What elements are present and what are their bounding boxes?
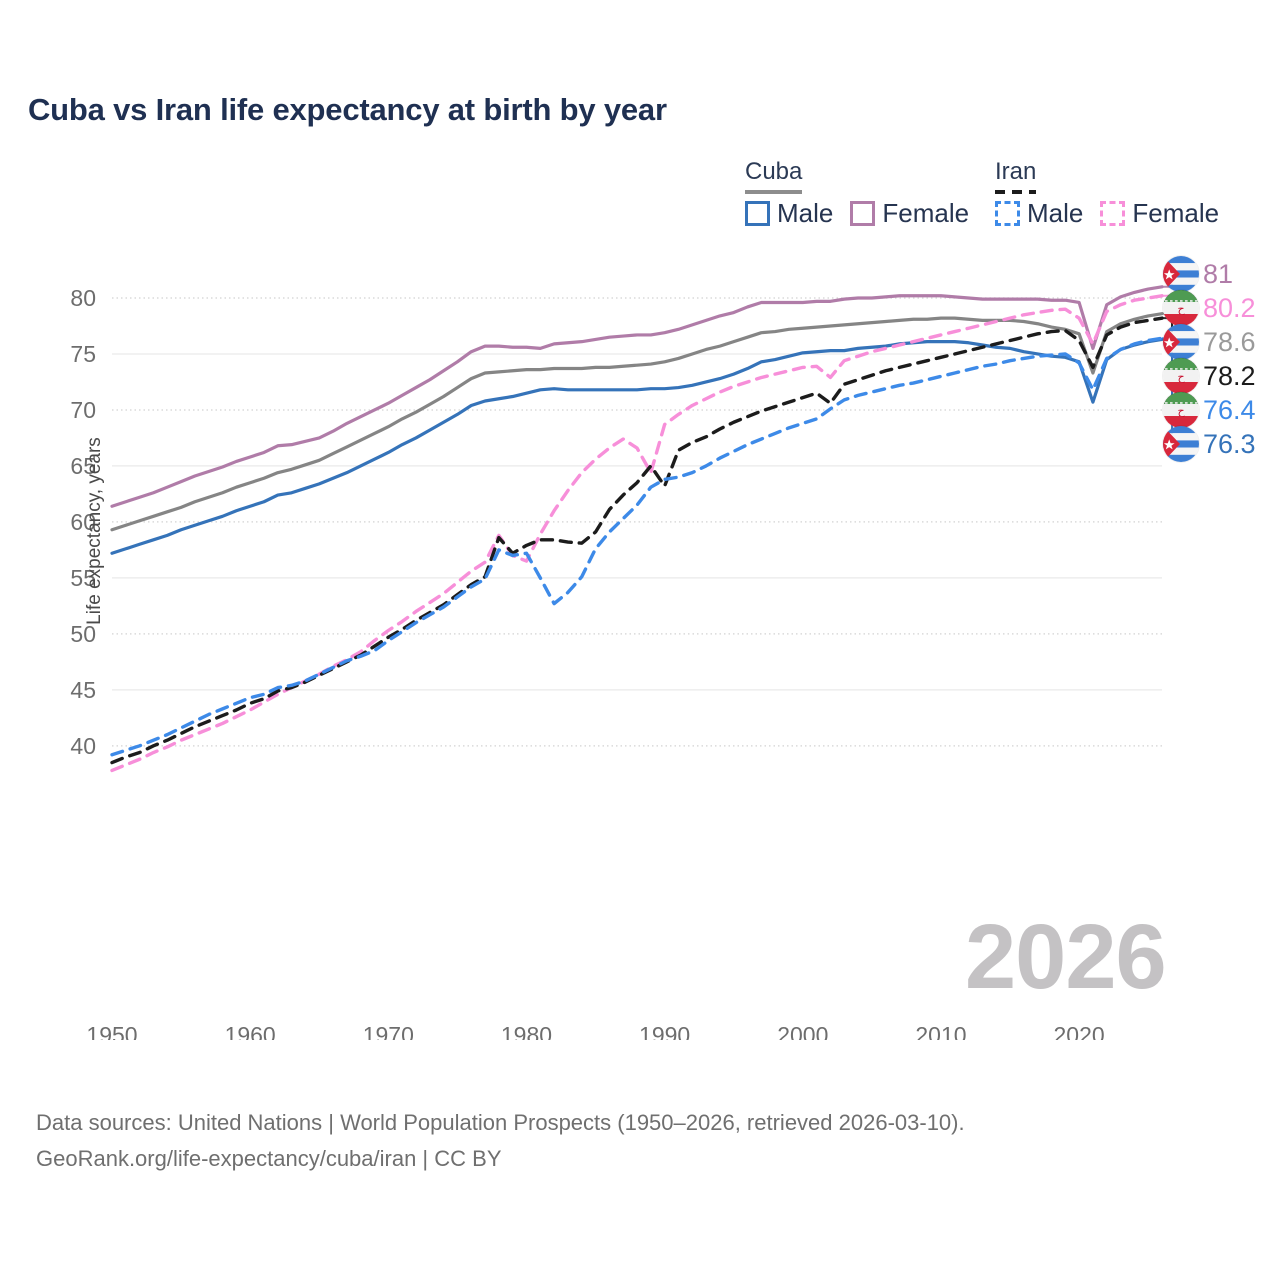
legend-group-title: Cuba [745, 158, 803, 185]
series-line-iran-female [110, 294, 1164, 773]
end-label-iran-76.4: ح 76.4 [1163, 391, 1256, 429]
end-label-value: 78.6 [1203, 326, 1256, 357]
cuba-flag-icon [1163, 426, 1199, 462]
series-line-cuba-average [110, 312, 1164, 532]
y-tick-label: 60 [70, 509, 96, 535]
end-label-value: 76.4 [1203, 394, 1256, 425]
y-tick-label: 75 [70, 341, 96, 367]
legend-group-rule [745, 190, 803, 194]
legend-swatch-icon [995, 201, 1020, 226]
cuba-flag-icon [1163, 324, 1199, 360]
series-line-cuba-male [110, 337, 1164, 555]
x-tick-label: 2010 [915, 1022, 966, 1040]
x-tick-label: 1960 [225, 1022, 276, 1040]
y-tick-label: 40 [70, 733, 96, 759]
legend-swatch-icon [1100, 201, 1126, 226]
legend-group-title: Iran [995, 158, 1037, 185]
legend-item-label: Female [1132, 198, 1220, 228]
end-label-cuba-76.3: 76.3 [1163, 425, 1256, 463]
iran-flag-icon: ح [1163, 392, 1199, 428]
x-tick-label: 2020 [1054, 1022, 1105, 1040]
legend-item-label: Male [1027, 198, 1084, 228]
end-label-cuba-78.6: 78.6 [1163, 323, 1256, 361]
legend-swatch-icon [850, 201, 876, 226]
legend-group-iran: Iran Male Female [995, 158, 1219, 228]
chart-legend: Cuba Male Female Iran Male Female [745, 158, 1265, 238]
legend-group-rule [995, 190, 1037, 194]
chart-plot-area: 40 45 50 55 60 65 70 75 80 1950 1960 1970 1980 1990 20… [0, 250, 1280, 1040]
y-tick-label: 70 [70, 397, 96, 423]
x-tick-label: 1990 [639, 1022, 690, 1040]
cuba-flag-icon [1163, 256, 1199, 292]
y-tick-label: 45 [70, 677, 96, 703]
y-tick-label: 80 [70, 285, 96, 311]
iran-flag-icon: ح [1163, 358, 1199, 394]
end-label-value: 76.3 [1203, 428, 1256, 459]
legend-item-cuba-male[interactable]: Male [745, 198, 833, 229]
end-label-value: 80.2 [1203, 292, 1256, 323]
footer-line-1: Data sources: United Nations | World Pop… [36, 1110, 965, 1135]
svg-text:ح: ح [1177, 405, 1185, 418]
y-tick-label: 55 [70, 565, 96, 591]
footer-attribution: Data sources: United Nations | World Pop… [36, 1105, 1256, 1176]
x-tick-label: 1980 [501, 1022, 552, 1040]
y-tick-label: 50 [70, 621, 96, 647]
legend-item-cuba-female[interactable]: Female [850, 198, 969, 229]
footer-line-2: GeoRank.org/life-expectancy/cuba/iran | … [36, 1145, 502, 1171]
legend-swatch-icon [745, 201, 770, 226]
legend-group-cuba: Cuba Male Female [745, 158, 969, 228]
end-label-iran-78.2: ح 78.2 [1163, 357, 1256, 395]
legend-item-label: Male [777, 198, 834, 228]
legend-item-iran-female[interactable]: Female [1100, 198, 1219, 229]
y-tick-label: 65 [70, 453, 96, 479]
end-label-value: 81 [1203, 258, 1234, 289]
series-line-iran-male [110, 336, 1164, 757]
x-tick-label: 1970 [363, 1022, 414, 1040]
x-tick-label: 2000 [777, 1022, 828, 1040]
line-chart-svg: 40 45 50 55 60 65 70 75 80 1950 1960 1970 1980 1990 20… [70, 274, 1182, 1040]
series-line-cuba-female [110, 285, 1164, 508]
legend-item-iran-male[interactable]: Male [995, 198, 1083, 229]
iran-flag-icon: ح [1163, 290, 1199, 326]
y-axis-title: Life expectancy, years [84, 437, 105, 625]
end-label-cuba-81: 81 [1163, 255, 1233, 293]
series-line-iran-average [110, 316, 1164, 765]
page-title: Cuba vs Iran life expectancy at birth by… [28, 92, 667, 127]
end-label-value: 78.2 [1203, 360, 1256, 391]
x-tick-label: 1950 [86, 1022, 137, 1040]
svg-text:ح: ح [1177, 303, 1185, 316]
end-label-iran-80.2: ح 80.2 [1163, 289, 1256, 327]
svg-text:ح: ح [1177, 371, 1185, 384]
watermark-year: 2026 [965, 906, 1167, 1008]
legend-item-label: Female [882, 198, 970, 228]
